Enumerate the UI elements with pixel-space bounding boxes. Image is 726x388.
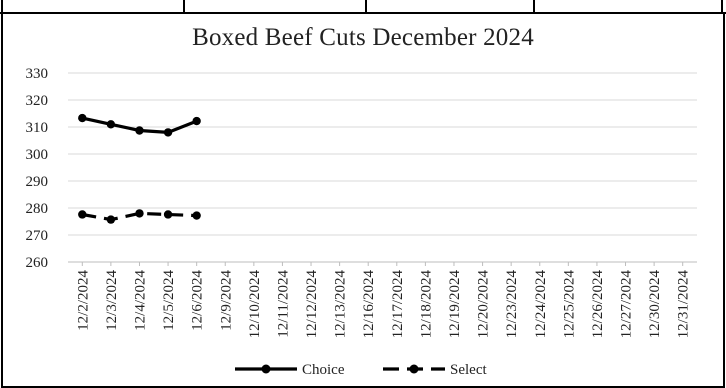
data-point-select [192,211,201,220]
x-tick-label: 12/25/2024 [561,270,577,339]
table-divider [1,0,3,14]
x-tick-label: 12/10/2024 [247,270,263,339]
x-tick-label: 12/12/2024 [304,270,320,339]
table-divider [183,0,185,14]
legend-marker-choice [261,364,271,374]
x-tick-label: 12/30/2024 [647,270,663,339]
chart-title: Boxed Beef Cuts December 2024 [192,24,534,51]
series-line-select [82,211,197,222]
y-tick-label: 280 [26,201,49,217]
x-tick-label: 12/3/2024 [104,270,120,331]
x-tick-label: 12/9/2024 [218,270,234,331]
x-tick-label: 12/19/2024 [447,270,463,339]
table-divider [721,0,723,14]
x-tick-label: 12/24/2024 [533,270,549,339]
table-divider [533,0,535,14]
y-tick-label: 310 [26,120,49,136]
y-tick-label: 300 [26,147,49,163]
y-tick-label: 330 [26,66,49,82]
table-border-top [0,0,726,14]
x-tick-label: 12/31/2024 [676,270,692,339]
data-point-choice [192,116,201,126]
data-point-choice [106,120,116,129]
y-tick-label: 270 [26,228,49,244]
data-point-select [135,209,144,218]
x-tick-label: 12/23/2024 [504,270,520,339]
y-tick-label: 320 [26,93,49,109]
data-point-choice [163,128,173,137]
x-tick-label: 12/5/2024 [161,270,177,331]
x-tick-label: 12/20/2024 [476,270,492,339]
data-point-choice [135,126,144,135]
x-tick-label: 12/18/2024 [418,270,434,339]
table-rule [0,12,726,14]
x-tick-label: 12/17/2024 [390,270,406,339]
table-divider [365,0,367,14]
x-tick-label: 12/4/2024 [132,270,148,331]
chart-frame [1,14,725,388]
x-tick-label: 12/6/2024 [190,270,206,331]
data-point-choice [78,113,87,123]
y-tick-label: 290 [26,174,49,190]
legend-label-select: Select [450,362,487,378]
y-tick-label: 260 [26,255,49,271]
data-point-select [163,210,173,219]
x-tick-label: 12/13/2024 [333,270,349,339]
x-tick-label: 12/27/2024 [619,270,635,339]
legend-label-choice: Choice [302,362,345,378]
legend-marker-select [409,364,419,374]
x-tick-label: 12/26/2024 [590,270,606,339]
x-tick-label: 12/2/2024 [75,270,91,331]
data-point-select [106,215,116,224]
data-point-select [78,210,87,219]
x-tick-label: 12/11/2024 [275,270,291,338]
x-tick-label: 12/16/2024 [361,270,377,339]
